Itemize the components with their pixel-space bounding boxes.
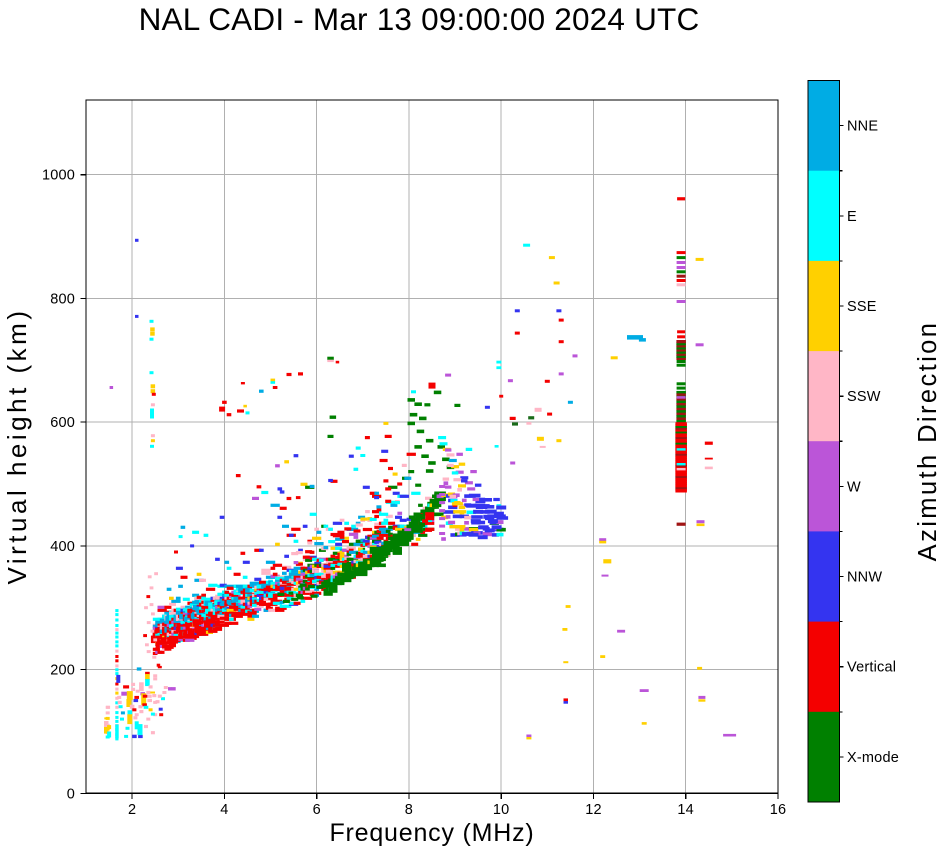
svg-text:2: 2: [128, 802, 136, 818]
svg-text:NAL CADI - Mar 13 09:00:00 202: NAL CADI - Mar 13 09:00:00 2024 UTC: [139, 1, 700, 37]
svg-text:Azimuth Direction: Azimuth Direction: [914, 321, 942, 562]
svg-text:400: 400: [50, 539, 75, 555]
svg-text:X-mode: X-mode: [847, 750, 899, 766]
svg-text:1000: 1000: [42, 168, 75, 184]
svg-text:Vertical: Vertical: [847, 660, 896, 676]
svg-text:12: 12: [585, 802, 602, 818]
svg-text:Frequency (MHz): Frequency (MHz): [329, 819, 534, 847]
svg-text:800: 800: [50, 291, 75, 307]
svg-text:NNW: NNW: [847, 570, 882, 586]
svg-text:200: 200: [50, 663, 75, 679]
svg-text:4: 4: [220, 802, 228, 818]
svg-text:10: 10: [493, 802, 510, 818]
svg-text:14: 14: [677, 802, 694, 818]
svg-text:Virtual height (km): Virtual height (km): [2, 308, 32, 585]
svg-text:W: W: [847, 479, 861, 495]
svg-text:NNE: NNE: [847, 119, 878, 135]
svg-text:8: 8: [405, 802, 413, 818]
svg-text:SSW: SSW: [847, 389, 881, 405]
svg-text:600: 600: [50, 415, 75, 431]
svg-text:6: 6: [313, 802, 321, 818]
svg-text:SSE: SSE: [847, 299, 877, 315]
svg-text:0: 0: [67, 786, 75, 802]
svg-text:E: E: [847, 209, 857, 225]
svg-text:16: 16: [770, 802, 787, 818]
